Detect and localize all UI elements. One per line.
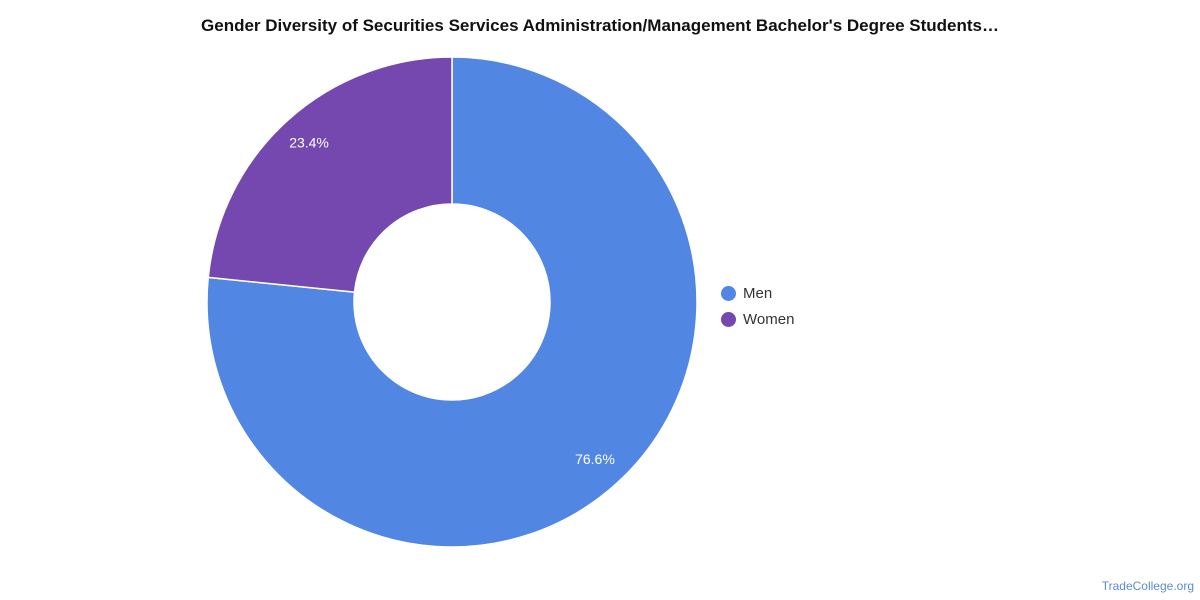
legend-item-women[interactable]: Women xyxy=(721,306,794,332)
slice-labels: 76.6% 23.4% xyxy=(289,135,615,467)
legend-swatch-men xyxy=(721,285,736,301)
legend-label-women: Women xyxy=(743,310,795,328)
legend-label-men: Men xyxy=(743,284,773,302)
slice-men[interactable] xyxy=(206,56,698,548)
slice-label-women: 23.4% xyxy=(289,135,329,151)
chart-title: Gender Diversity of Securities Services … xyxy=(201,16,999,35)
slice-women[interactable] xyxy=(207,56,453,293)
legend-swatch-women xyxy=(721,311,736,327)
source-link[interactable]: TradeCollege.org xyxy=(1101,579,1194,593)
slice-label-men: 76.6% xyxy=(575,451,615,467)
donut-slices xyxy=(206,56,698,548)
chart-legend: Men Women xyxy=(721,280,794,332)
legend-item-men[interactable]: Men xyxy=(721,280,794,306)
